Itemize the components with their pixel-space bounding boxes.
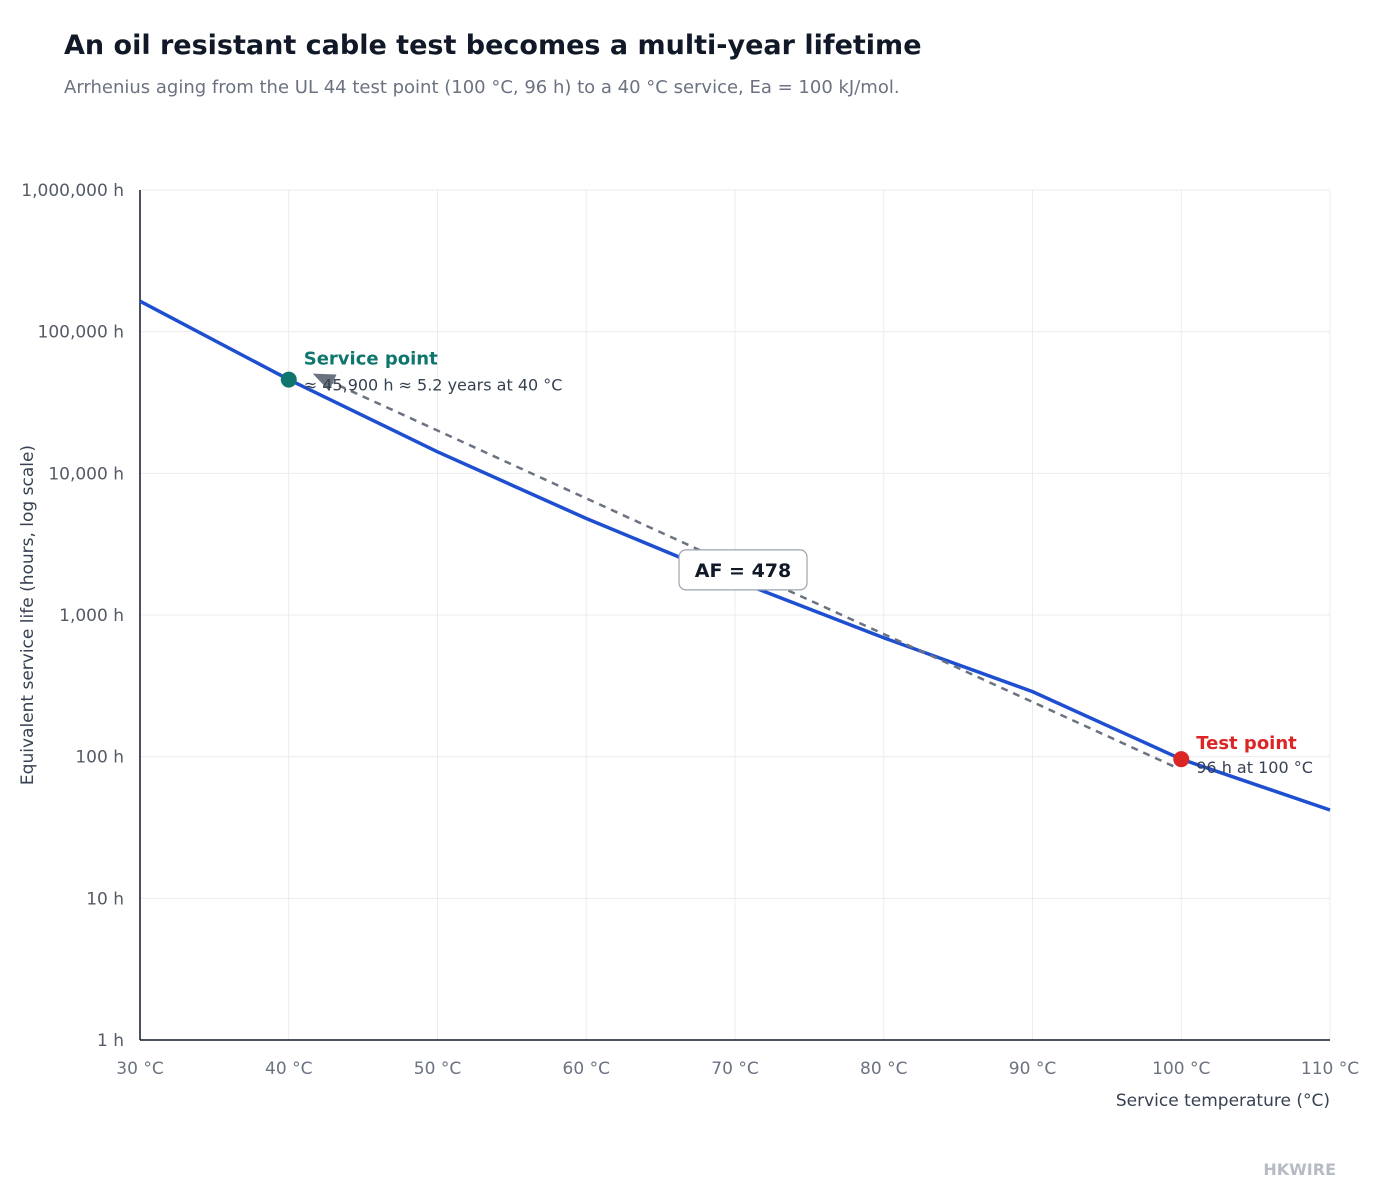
axes (139, 190, 1330, 1041)
grid (139, 189, 1331, 1041)
arrowhead (312, 373, 337, 391)
x-tick-label: 60 °C (563, 1059, 610, 1079)
y-tick-label: 100 h (75, 748, 124, 768)
x-tick-label: 40 °C (265, 1059, 312, 1079)
chart-title: An oil resistant cable test becomes a mu… (64, 30, 922, 61)
af-label: AF = 478 (695, 560, 792, 582)
x-tick-label: 80 °C (860, 1059, 907, 1079)
y-tick-label: 100,000 h (38, 323, 124, 343)
test-point-detail: 96 h at 100 °C (1196, 758, 1313, 777)
service-point-label: Service point (304, 349, 438, 370)
brand-logo: HKWIRE (1263, 1160, 1336, 1179)
service-point-marker (280, 371, 297, 388)
chart-subtitle: Arrhenius aging from the UL 44 test poin… (64, 77, 900, 98)
x-tick-label: 30 °C (116, 1059, 163, 1079)
test-point-label: Test point (1196, 733, 1297, 754)
x-tick-label: 100 °C (1152, 1059, 1210, 1079)
x-tick-label: 70 °C (711, 1059, 758, 1079)
tick-labels: 30 °C 40 °C 50 °C 60 °C 70 °C 80 °C 90 °C 100 °… (21, 181, 1359, 1079)
x-axis-label: Service temperature (°C) (1116, 1091, 1330, 1111)
y-tick-label: 1,000,000 h (21, 181, 124, 201)
service-point-detail: ≈ 45,900 h ≈ 5.2 years at 40 °C (304, 376, 563, 395)
af-label-box (678, 549, 808, 591)
x-tick-label: 50 °C (414, 1059, 461, 1079)
y-axis-label: Equivalent service life (hours, log scal… (18, 445, 38, 785)
y-tick-label: 1,000 h (59, 606, 124, 626)
annotation-layer: Service point ≈ 45,900 h ≈ 5.2 years at 4… (280, 349, 1313, 777)
test-point-marker (1173, 751, 1190, 768)
y-tick-label: 1 h (97, 1031, 124, 1051)
y-tick-label: 10,000 h (48, 464, 124, 484)
y-tick-label: 10 h (86, 889, 124, 909)
x-tick-label: 90 °C (1009, 1059, 1056, 1079)
x-tick-label: 110 °C (1301, 1059, 1359, 1079)
